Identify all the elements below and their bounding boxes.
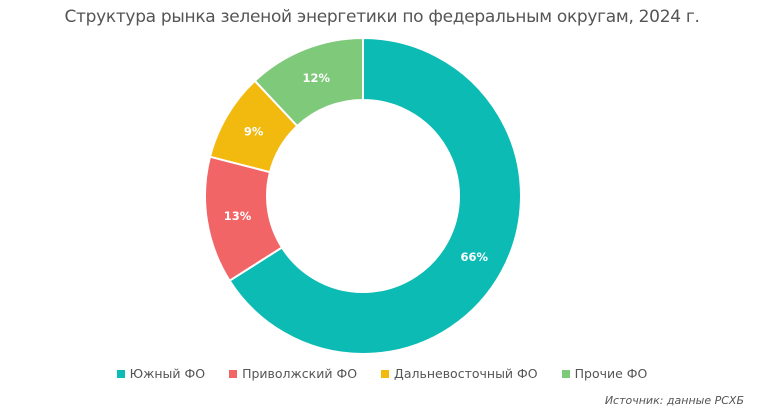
legend-item-south: Южный ФО	[116, 366, 206, 381]
legend: Южный ФО Приволжский ФО Дальневосточный …	[0, 366, 764, 381]
legend-swatch	[561, 369, 570, 378]
legend-swatch	[381, 369, 390, 378]
legend-item-fareast: Дальневосточный ФО	[381, 366, 538, 381]
slice-value-label: 13%	[224, 209, 252, 223]
slice-value-label: 9%	[244, 124, 264, 138]
source-note: Источник: данные РСХБ	[604, 394, 744, 407]
legend-label: Дальневосточный ФО	[394, 366, 538, 381]
legend-swatch	[116, 369, 125, 378]
donut-slices	[204, 36, 522, 355]
slice-labels: 66% 13% 9% 12%	[224, 71, 489, 264]
donut-slice	[253, 36, 364, 128]
slice-value-label: 12%	[302, 71, 330, 85]
legend-item-other: Прочие ФО	[561, 366, 648, 381]
legend-label: Прочие ФО	[574, 366, 648, 381]
chart-title: Структура рынка зеленой энергетики по фе…	[64, 7, 700, 27]
legend-swatch	[229, 369, 238, 378]
legend-label: Приволжский ФО	[242, 366, 358, 381]
slice-value-label: 66%	[461, 250, 489, 264]
donut-slice	[228, 36, 522, 355]
legend-label: Южный ФО	[129, 366, 206, 381]
legend-item-volga: Приволжский ФО	[229, 366, 357, 381]
